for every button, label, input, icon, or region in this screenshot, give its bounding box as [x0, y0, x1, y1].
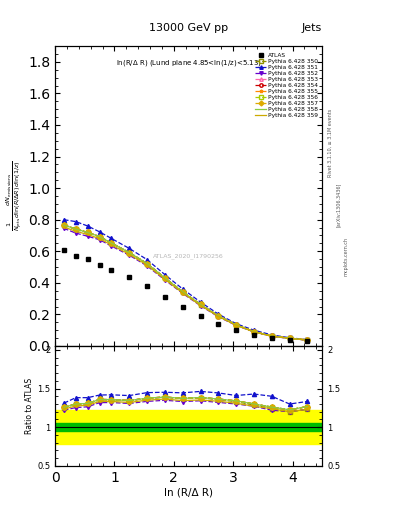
Text: mcplots.cern.ch: mcplots.cern.ch [344, 237, 349, 275]
Text: [arXiv:1306.3436]: [arXiv:1306.3436] [336, 183, 341, 227]
Bar [55, 423, 322, 431]
X-axis label: ln (R/Δ R): ln (R/Δ R) [164, 487, 213, 498]
Text: 13000 GeV pp: 13000 GeV pp [149, 23, 228, 33]
Text: Jets: Jets [302, 23, 322, 33]
Bar [55, 410, 322, 444]
Y-axis label: $\frac{1}{N_\mathrm{jets}}\frac{dN_\mathrm{emissions}}{d\ln(R/\Delta R)\,d\ln(1/: $\frac{1}{N_\mathrm{jets}}\frac{dN_\math… [4, 161, 24, 231]
Text: ln(R/$\Delta$ R) (Lund plane 4.85<ln(1/z)<5.13): ln(R/$\Delta$ R) (Lund plane 4.85<ln(1/z… [116, 58, 261, 68]
Legend: ATLAS, Pythia 6.428 350, Pythia 6.428 351, Pythia 6.428 352, Pythia 6.428 353, P: ATLAS, Pythia 6.428 350, Pythia 6.428 35… [254, 52, 320, 119]
Text: ATLAS_2020_I1790256: ATLAS_2020_I1790256 [153, 253, 224, 259]
Y-axis label: Ratio to ATLAS: Ratio to ATLAS [25, 378, 34, 434]
Text: Rivet 3.1.10, ≥ 3.1M events: Rivet 3.1.10, ≥ 3.1M events [328, 109, 333, 178]
